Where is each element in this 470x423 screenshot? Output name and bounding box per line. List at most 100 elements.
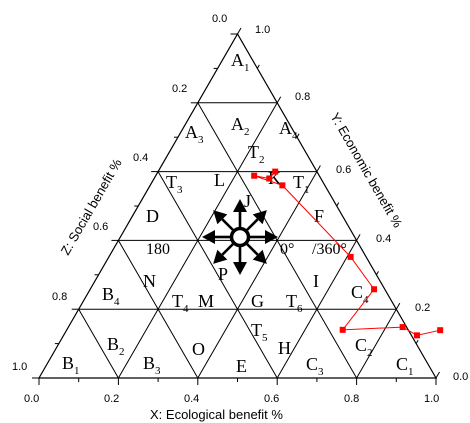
- region-label-l: L: [214, 170, 225, 190]
- region-label-h: H: [278, 338, 291, 358]
- compass-arrow-shaft: [221, 242, 235, 256]
- compass-arrow-head: [252, 210, 267, 225]
- compass-arrow-shaft: [221, 218, 235, 232]
- bottom-tick-labels: 0.0 0.2 0.4 0.6 0.8 1.0: [24, 393, 439, 405]
- tick-mark-right: [356, 234, 361, 241]
- region-label-t3: T3: [166, 172, 183, 196]
- left-tick-label: 0.6: [93, 221, 108, 233]
- compass-arrow-shaft: [245, 242, 259, 256]
- region-label-b4: B4: [102, 284, 120, 308]
- region-label-b2: B2: [107, 334, 125, 358]
- trajectory-point: [266, 175, 273, 182]
- region-label-g: G: [251, 291, 264, 311]
- angle-label-180: 180: [146, 241, 170, 258]
- compass-arrow-head: [252, 249, 267, 264]
- tick-mark-right: [296, 133, 300, 138]
- trajectory-point: [413, 332, 420, 339]
- trajectory-point: [339, 326, 346, 333]
- region-label-o: O: [192, 339, 205, 359]
- right-tick-label: 0.4: [376, 233, 391, 245]
- right-tick-label: 1.0: [255, 24, 270, 36]
- grid-line-y: [117, 240, 199, 379]
- region-label-a2: A2: [231, 114, 250, 138]
- axis-ticks: [32, 27, 440, 385]
- direction-compass: [202, 199, 278, 275]
- region-label-a3: A3: [185, 122, 204, 146]
- region-label-t1: T1: [293, 172, 310, 196]
- trajectory-point: [279, 182, 286, 189]
- trajectory-point: [371, 286, 378, 293]
- compass-arrow-head: [213, 210, 228, 225]
- region-label-i: I: [313, 271, 319, 291]
- grid-line-y: [157, 171, 278, 379]
- region-label-b3: B3: [143, 353, 161, 377]
- bottom-tick-label: 1.0: [424, 393, 439, 405]
- region-label-t4: T4: [172, 291, 189, 315]
- region-label-p: P: [218, 264, 228, 284]
- region-label-a1: A1: [231, 50, 250, 74]
- region-label-m: M: [198, 291, 214, 311]
- compass-arrow-shaft: [245, 218, 259, 232]
- tick-mark-right: [316, 165, 321, 172]
- trajectory-point: [437, 327, 444, 334]
- bottom-tick-label: 0.0: [24, 393, 39, 405]
- compass-arrow-head: [202, 230, 215, 244]
- left-tick-label: 0.0: [212, 13, 227, 25]
- angle-label-360: /360°: [312, 241, 347, 258]
- tick-mark-right: [376, 271, 379, 276]
- right-tick-label: 0.0: [453, 371, 468, 383]
- tick-mark-right: [336, 202, 340, 207]
- compass-center: [229, 226, 251, 248]
- angle-label-0: 0°: [280, 241, 294, 258]
- compass-arrow-head: [265, 230, 278, 244]
- trajectory-point: [399, 324, 406, 331]
- trajectory-point: [251, 172, 258, 179]
- tick-mark-right: [237, 27, 242, 35]
- region-label-b1: B1: [62, 353, 80, 377]
- bottom-tick-label: 0.2: [104, 393, 119, 405]
- trajectory-line: [254, 171, 441, 336]
- bottom-tick-label: 0.6: [264, 393, 279, 405]
- region-label-j: J: [244, 191, 251, 211]
- right-tick-label: 0.6: [336, 164, 351, 176]
- tick-mark-right: [256, 64, 260, 69]
- tick-mark-right: [395, 302, 401, 310]
- left-tick-label: 0.8: [52, 291, 67, 303]
- left-tick-label: 1.0: [12, 361, 27, 373]
- region-label-f: F: [314, 206, 324, 226]
- region-label-a4: A4: [279, 118, 298, 142]
- compass-arrow-head: [233, 199, 247, 212]
- bottom-axis-title: X: Ecological benefit %: [150, 407, 283, 422]
- region-label-t6: T6: [286, 291, 303, 315]
- region-label-d: D: [146, 206, 159, 226]
- region-label-c2: C2: [355, 335, 373, 359]
- left-axis-title: Z: Social benefit %: [58, 156, 125, 258]
- compass-arrow-head: [213, 249, 228, 264]
- left-tick-label: 0.2: [172, 83, 187, 95]
- trajectory-point: [272, 168, 279, 175]
- bottom-tick-label: 0.8: [344, 393, 359, 405]
- region-label-c3: C3: [306, 354, 324, 378]
- right-tick-labels: 0.0 0.2 0.4 0.6 0.8 1.0: [255, 24, 468, 383]
- compass-arrow-head: [233, 262, 247, 275]
- trajectory: [251, 168, 444, 339]
- right-tick-label: 0.8: [295, 91, 310, 103]
- region-label-n: N: [143, 271, 156, 291]
- left-tick-label: 0.4: [133, 152, 148, 164]
- grid-line-x: [276, 240, 358, 379]
- right-tick-label: 0.2: [415, 302, 430, 314]
- tick-mark-right: [435, 371, 440, 379]
- grid-line-y: [78, 308, 119, 379]
- region-label-t2: T2: [248, 142, 265, 166]
- tick-mark-right: [415, 339, 419, 344]
- region-label-t5: T5: [251, 320, 268, 344]
- left-tick-labels: 0.0 0.2 0.4 0.6 0.8 1.0: [12, 13, 227, 373]
- region-label-e: E: [236, 356, 247, 376]
- bottom-tick-label: 0.4: [184, 393, 199, 405]
- trajectory-point: [347, 253, 354, 260]
- grid-line-x: [356, 308, 397, 379]
- grid-line-x: [197, 171, 318, 379]
- tick-mark-right: [276, 96, 282, 104]
- region-label-c4: C4: [351, 282, 369, 306]
